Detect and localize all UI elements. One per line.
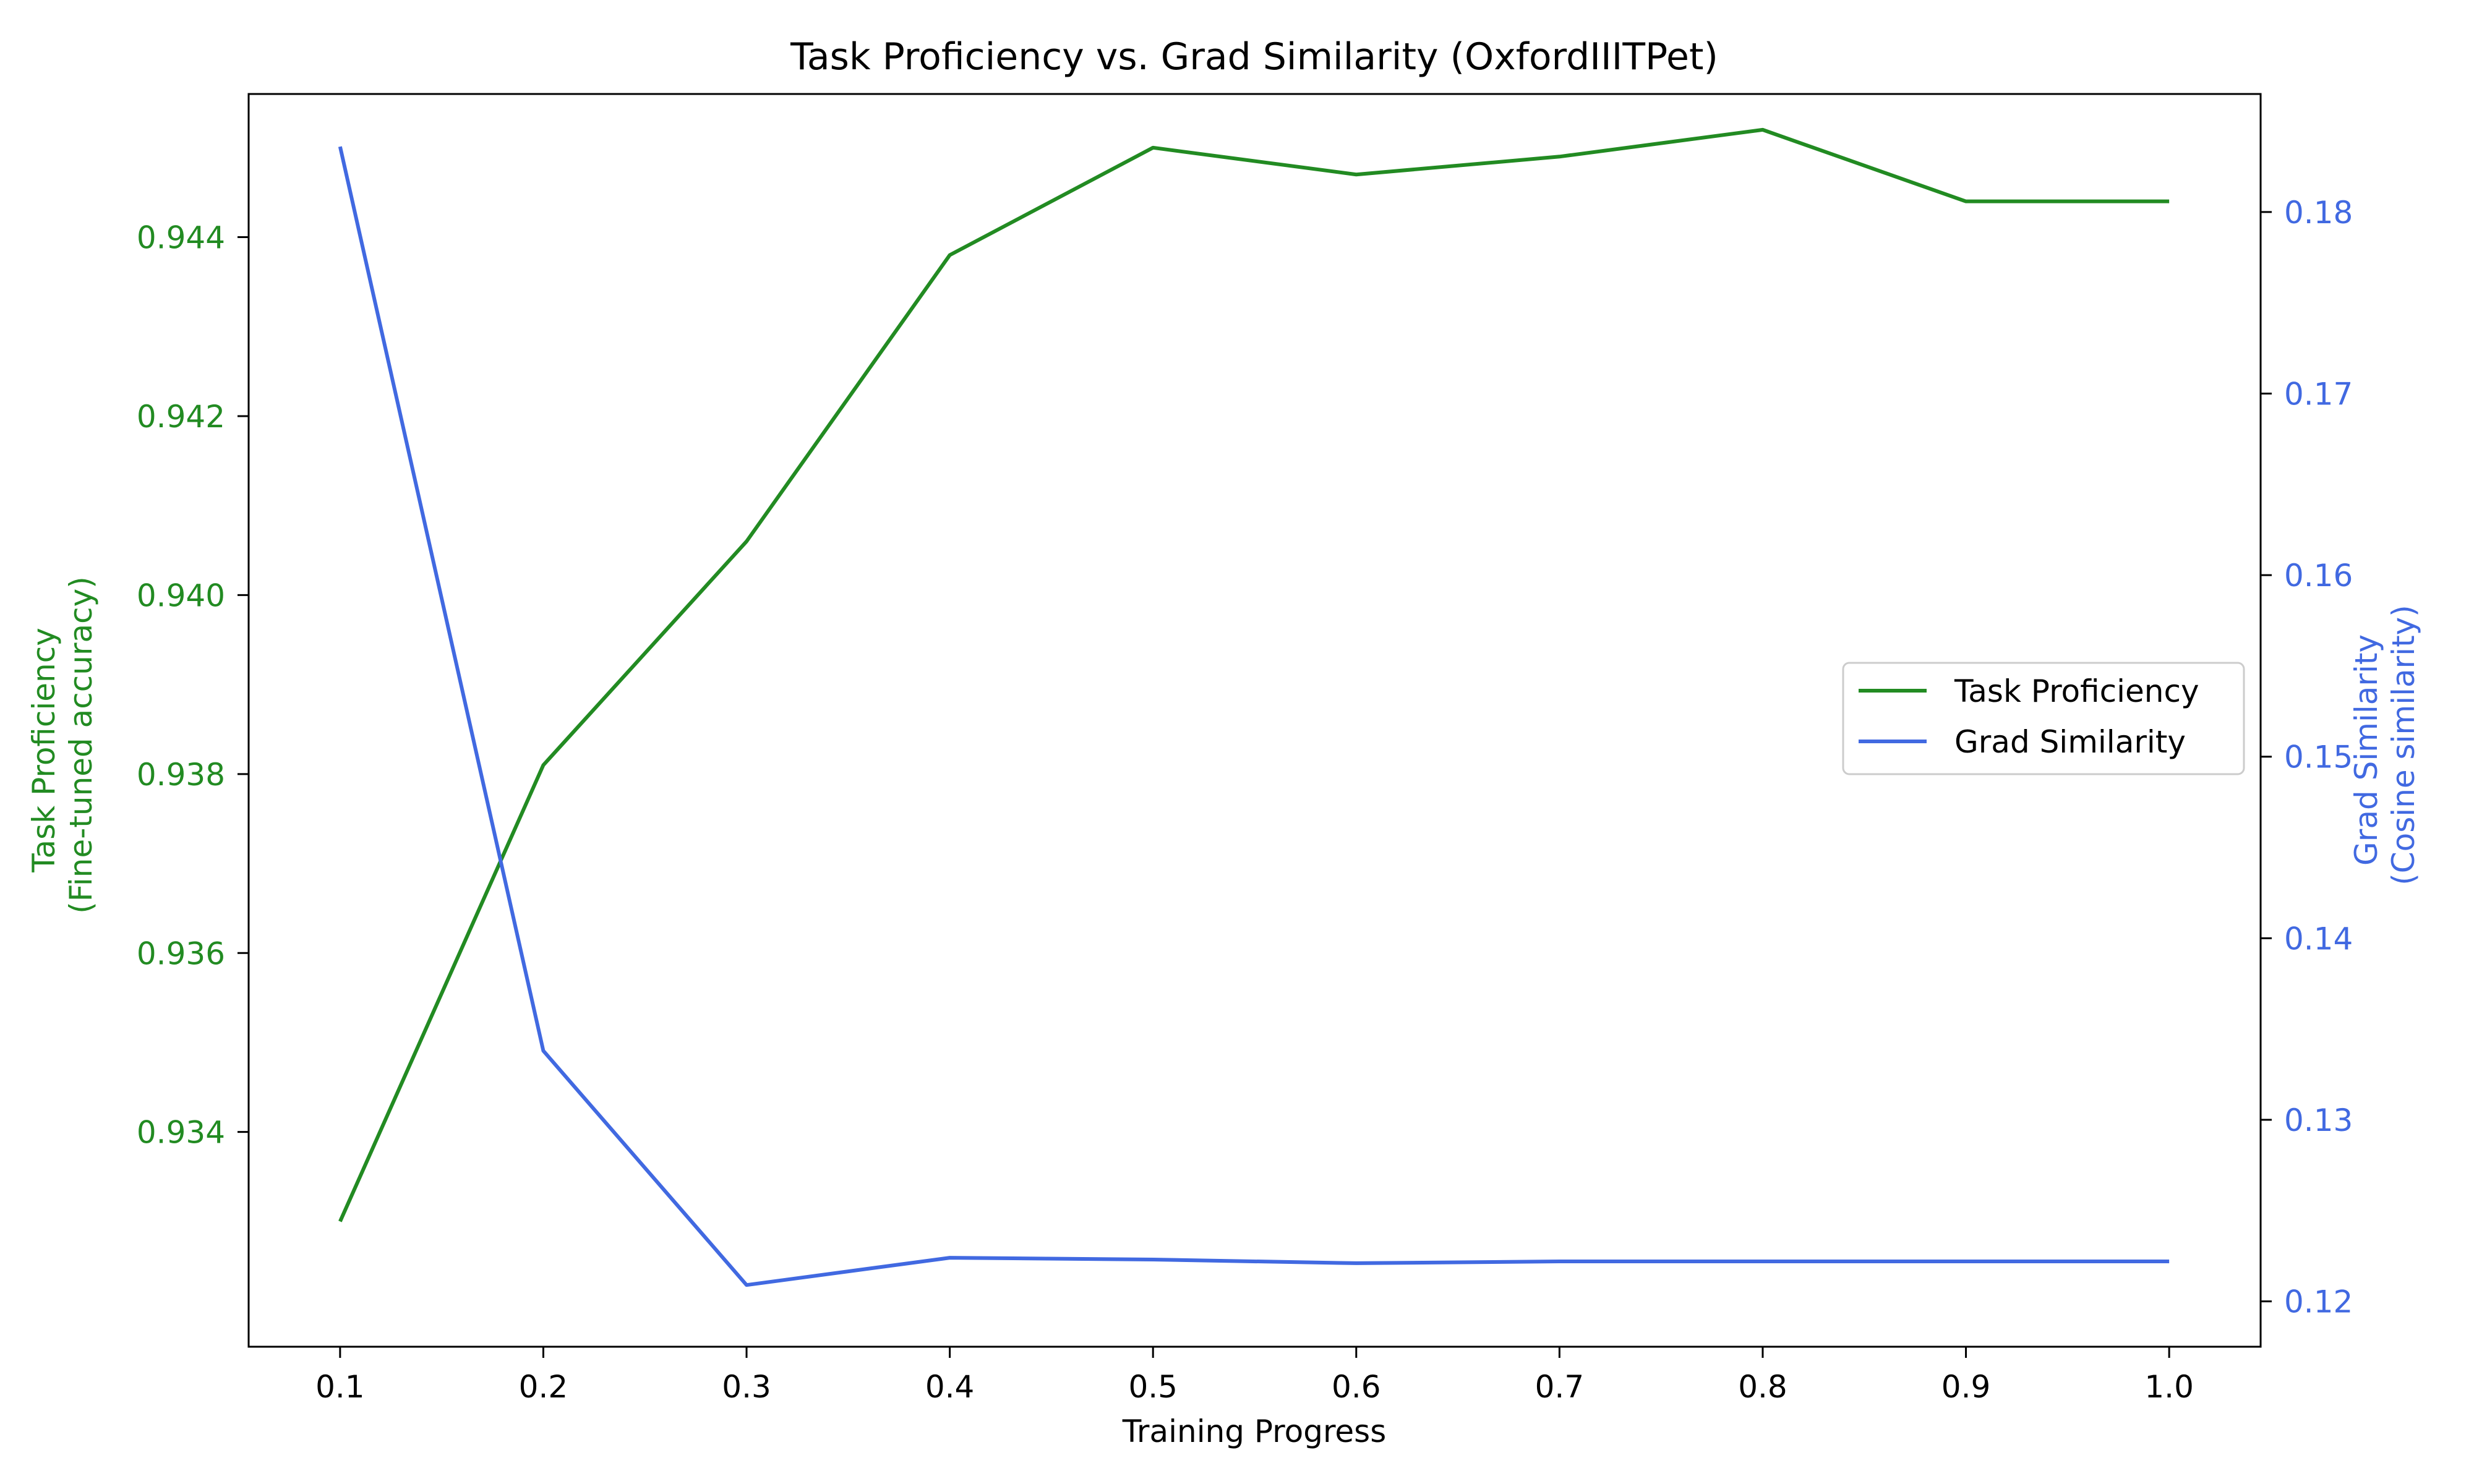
y-right-tick-label: 0.14 bbox=[2284, 921, 2353, 957]
y-right-tick-label: 0.12 bbox=[2284, 1284, 2353, 1320]
x-tick-label: 0.5 bbox=[1128, 1369, 1178, 1405]
y-axis-right-ticks: 0.12 0.13 0.14 0.15 0.16 0.17 0.18 bbox=[2261, 195, 2353, 1320]
x-tick-label: 1.0 bbox=[2144, 1369, 2194, 1405]
x-tick-label: 0.7 bbox=[1535, 1369, 1585, 1405]
y-axis-left-title-line-1: Task Proficiency bbox=[26, 628, 62, 873]
plot-frame bbox=[247, 93, 2262, 1348]
y-axis-right-title-line-1: Grad Similarity bbox=[2348, 634, 2384, 866]
data-point-task-proficiency bbox=[1153, 147, 1154, 148]
legend-box bbox=[1842, 662, 2245, 775]
y-axis-right-title: Grad Similarity (Cosine similarity) bbox=[2348, 605, 2421, 885]
y-axis-left-title: Task Proficiency (Fine-tuned accuracy) bbox=[26, 576, 99, 913]
legend-label-grad-similarity: Grad Similarity bbox=[1954, 724, 2186, 760]
x-tick-label: 0.9 bbox=[1941, 1369, 1991, 1405]
x-tick-label: 0.2 bbox=[519, 1369, 568, 1405]
y-left-tick-label: 0.942 bbox=[137, 399, 225, 435]
x-axis-title: Training Progress bbox=[1122, 1414, 1387, 1449]
x-tick-label: 0.3 bbox=[722, 1369, 771, 1405]
data-point-task-proficiency bbox=[1559, 156, 1560, 157]
data-point-task-proficiency bbox=[1762, 129, 1763, 130]
data-point-task-proficiency bbox=[2169, 201, 2170, 202]
series-line-task-proficiency bbox=[338, 127, 2170, 1222]
plot-area bbox=[338, 127, 2170, 1287]
legend-label-task-proficiency: Task Proficiency bbox=[1954, 673, 2199, 709]
y-left-tick-label: 0.938 bbox=[137, 757, 225, 793]
y-axis-left-ticks: 0.934 0.936 0.938 0.940 0.942 0.944 bbox=[137, 220, 249, 1151]
y-right-tick-label: 0.17 bbox=[2284, 376, 2353, 412]
y-axis-left-title-line-2: (Fine-tuned accuracy) bbox=[63, 576, 99, 913]
x-tick-label: 0.4 bbox=[925, 1369, 975, 1405]
y-left-tick-label: 0.944 bbox=[137, 220, 225, 256]
x-tick-label: 0.8 bbox=[1738, 1369, 1787, 1405]
series-line-grad-similarity bbox=[338, 146, 2170, 1287]
x-tick-label: 0.6 bbox=[1332, 1369, 1381, 1405]
chart-title: Task Proficiency vs. Grad Similarity (Ox… bbox=[790, 35, 1718, 79]
y-left-tick-label: 0.940 bbox=[137, 578, 225, 613]
x-tick-label: 0.1 bbox=[315, 1369, 365, 1405]
y-right-tick-label: 0.15 bbox=[2284, 740, 2353, 775]
y-right-tick-label: 0.13 bbox=[2284, 1102, 2353, 1138]
legend: Task Proficiency Grad Similarity bbox=[1842, 662, 2245, 775]
y-left-tick-label: 0.936 bbox=[137, 936, 225, 971]
x-axis-ticks: 0.1 0.2 0.3 0.4 0.5 0.6 0.7 0.8 0.9 1.0 bbox=[315, 1347, 2194, 1405]
y-axis-right-title-line-2: (Cosine similarity) bbox=[2386, 605, 2421, 885]
y-left-tick-label: 0.934 bbox=[137, 1115, 225, 1151]
y-right-tick-label: 0.18 bbox=[2284, 195, 2353, 231]
y-right-tick-label: 0.16 bbox=[2284, 558, 2353, 594]
